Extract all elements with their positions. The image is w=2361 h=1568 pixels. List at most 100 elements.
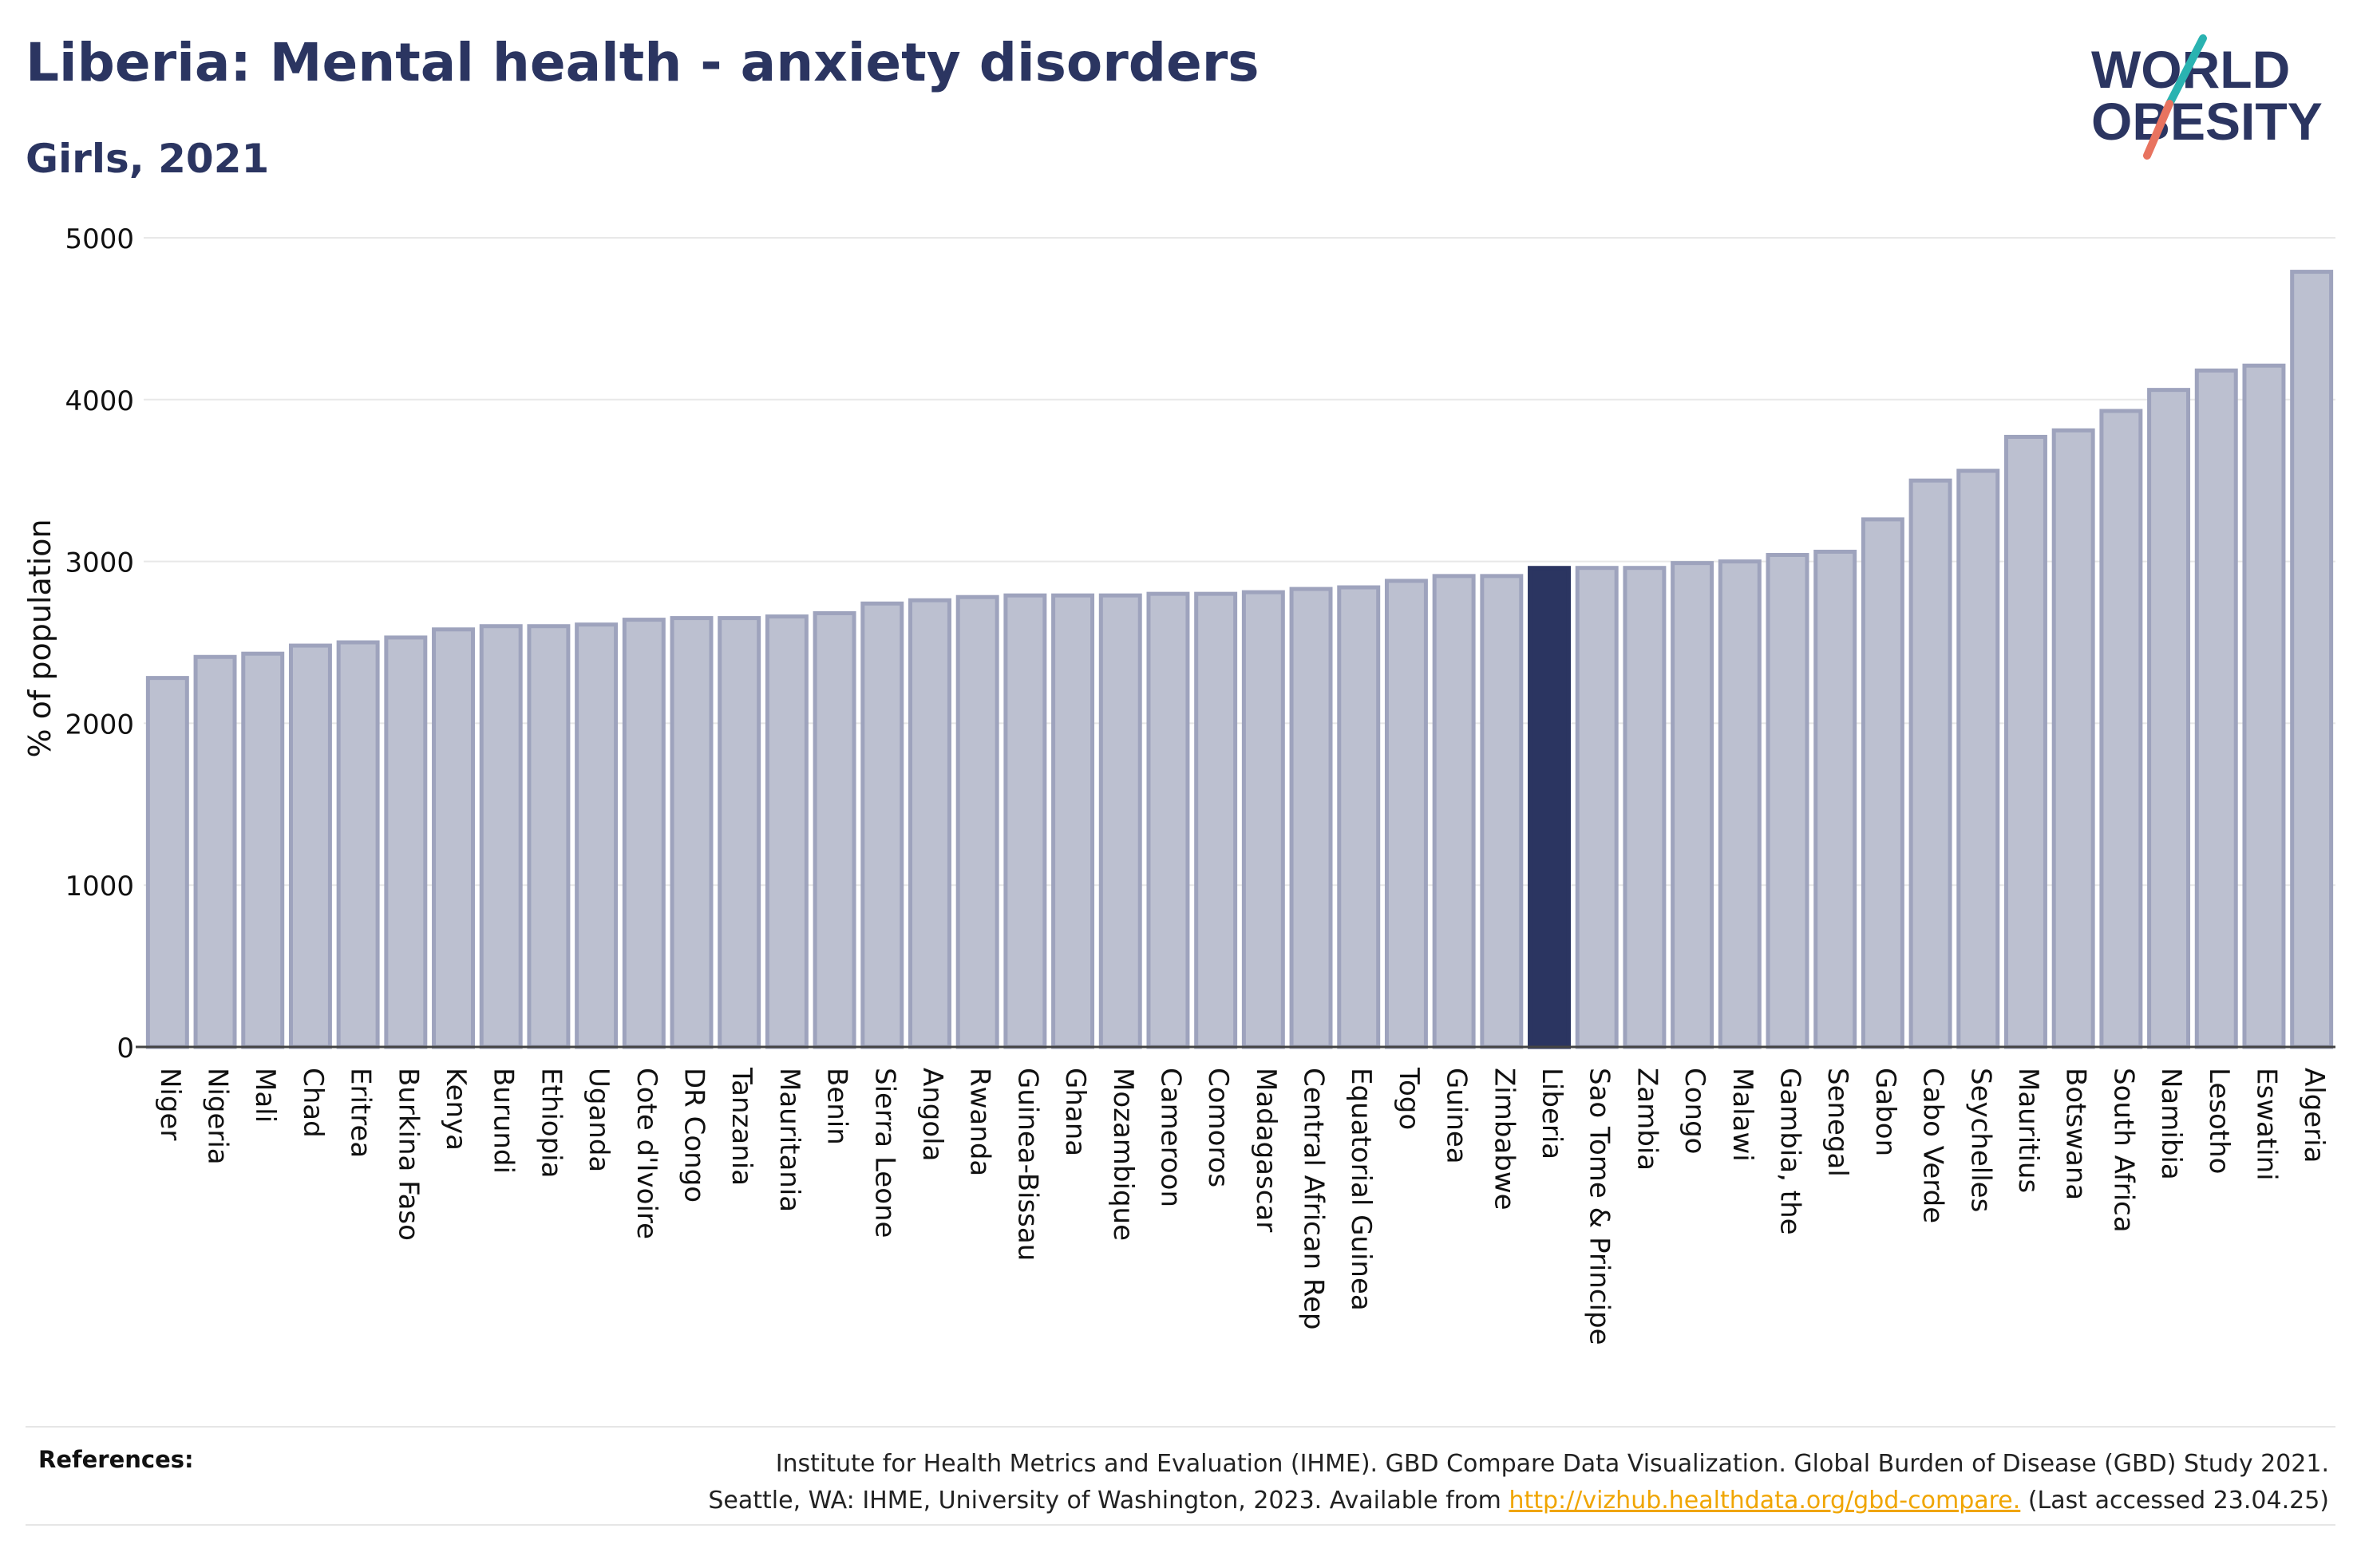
x-tick-label: Mali (249, 1068, 281, 1123)
bar (813, 610, 856, 1049)
bar (2004, 434, 2047, 1049)
x-tick-label: Ghana (1059, 1068, 1091, 1156)
bar (1908, 478, 1952, 1049)
references-label: References: (38, 1446, 194, 1473)
x-tick-label: Angola (916, 1068, 948, 1161)
x-tick-label: South Africa (2107, 1068, 2139, 1233)
references-block: References: Institute for Health Metrics… (38, 1446, 2329, 1526)
x-tick-label: Gabon (1869, 1068, 1901, 1156)
references-line1: Institute for Health Metrics and Evaluat… (775, 1450, 2329, 1478)
bar (193, 654, 237, 1049)
x-tick-label: Togo (1393, 1067, 1425, 1130)
x-tick-label: Ethiopia (535, 1068, 567, 1178)
bar (955, 594, 999, 1049)
bar-chart: 0 1000 2000 3000 4000 5000 Niger Nigeria Mali Cha… (65, 223, 2335, 1345)
x-tick-label: Zimbabwe (1488, 1068, 1520, 1211)
x-tick-label: Gambia, the (1774, 1068, 1806, 1235)
chart-subtitle: Girls, 2021 (26, 136, 270, 182)
x-tick-label: Burkina Faso (392, 1068, 424, 1241)
bar (1098, 593, 1142, 1049)
x-tick-label: Botswana (2060, 1068, 2092, 1200)
bar (1432, 574, 1476, 1049)
x-tick-label: Sierra Leone (868, 1068, 900, 1238)
x-tick-label: Zambia (1631, 1068, 1663, 1171)
bar (1623, 566, 1667, 1049)
logo-line2: OBESITY (2091, 92, 2323, 151)
bar (2099, 409, 2143, 1049)
x-tick-label: Uganda (583, 1068, 615, 1172)
bar (1289, 587, 1333, 1049)
x-tick-label: Kenya (440, 1068, 472, 1151)
references-line2-suffix: (Last accessed 23.04.25) (2020, 1487, 2329, 1515)
bar (479, 624, 523, 1049)
y-tick-label: 1000 (65, 871, 134, 902)
bar (1718, 559, 1762, 1049)
bar (1003, 593, 1047, 1049)
x-tick-label: Guinea (1441, 1068, 1473, 1164)
y-tick-label: 5000 (65, 223, 134, 255)
y-tick-label: 4000 (65, 385, 134, 417)
x-tick-label: Central African Rep (1298, 1068, 1330, 1330)
references-top-divider (26, 1426, 2335, 1428)
y-tick-label: 2000 (65, 709, 134, 741)
x-tick-label: Malawi (1726, 1068, 1758, 1162)
bar (765, 614, 809, 1049)
x-tick-label: Madagascar (1250, 1068, 1282, 1232)
x-tick-label: Mauritius (2012, 1068, 2044, 1193)
x-tick-label: Comoros (1202, 1068, 1234, 1187)
bar (241, 651, 285, 1049)
references-bottom-divider (26, 1524, 2335, 1526)
x-tick-label: Lesotho (2203, 1068, 2235, 1174)
bar (860, 601, 904, 1049)
x-tick-label: Guinea-Bissau (1011, 1068, 1043, 1261)
references-text: Institute for Health Metrics and Evaluat… (708, 1446, 2329, 1519)
bar (2242, 363, 2286, 1049)
bar (1766, 552, 1809, 1049)
x-tick-label: Equatorial Guinea (1345, 1068, 1377, 1311)
x-tick-label: Algeria (2298, 1068, 2330, 1163)
x-tick-label: Cote d'Ivoire (631, 1068, 662, 1239)
bar (1241, 590, 1285, 1049)
bar (1051, 593, 1095, 1049)
bar (1480, 574, 1524, 1049)
world-obesity-logo: WORLD OBESITY (2075, 32, 2347, 176)
x-tick-label: Namibia (2155, 1068, 2187, 1180)
bar (145, 676, 189, 1049)
bar (288, 643, 332, 1049)
x-tick-label: Tanzania (726, 1067, 757, 1186)
bar (2194, 368, 2238, 1049)
bar (575, 622, 619, 1049)
bar (1194, 591, 1238, 1049)
x-tick-label: Sao Tome & Principe (1584, 1068, 1616, 1345)
world-obesity-logo-graphic: WORLD OBESITY (2091, 34, 2323, 160)
references-line2-prefix: Seattle, WA: IHME, University of Washing… (708, 1487, 1509, 1515)
x-tick-label: Niger (154, 1068, 186, 1140)
references-line2: Seattle, WA: IHME, University of Washing… (708, 1483, 2329, 1519)
bar (432, 627, 475, 1049)
bar (384, 635, 428, 1049)
x-tick-label: Mozambique (1107, 1068, 1139, 1241)
x-tick-label: Eswatini (2250, 1068, 2282, 1181)
references-link[interactable]: http://vizhub.healthdata.org/gbd-compare… (1509, 1487, 2021, 1515)
x-tick-label: Burundi (488, 1068, 520, 1174)
x-tick-label: Mauritania (773, 1068, 805, 1212)
bar (1337, 585, 1381, 1049)
bar (622, 618, 666, 1049)
bar (527, 624, 571, 1049)
bar (1813, 549, 1857, 1049)
x-tick-label: Benin (821, 1068, 853, 1145)
bar (336, 640, 380, 1049)
x-tick-label: Eritrea (345, 1068, 377, 1158)
bar (1956, 468, 2000, 1049)
bar (2051, 428, 2095, 1049)
bar (2290, 270, 2334, 1049)
x-tick-label: Seychelles (1964, 1068, 1996, 1212)
x-tick-label: Liberia (1536, 1068, 1568, 1159)
x-tick-label: DR Congo (678, 1068, 710, 1203)
bar (1861, 517, 1904, 1049)
chart-title: Liberia: Mental health - anxiety disorde… (26, 32, 1260, 93)
x-tick-label: Nigeria (202, 1068, 234, 1165)
x-tick-label: Congo (1679, 1068, 1710, 1154)
bar (1575, 566, 1619, 1049)
x-tick-label: Cabo Verde (1917, 1068, 1949, 1223)
